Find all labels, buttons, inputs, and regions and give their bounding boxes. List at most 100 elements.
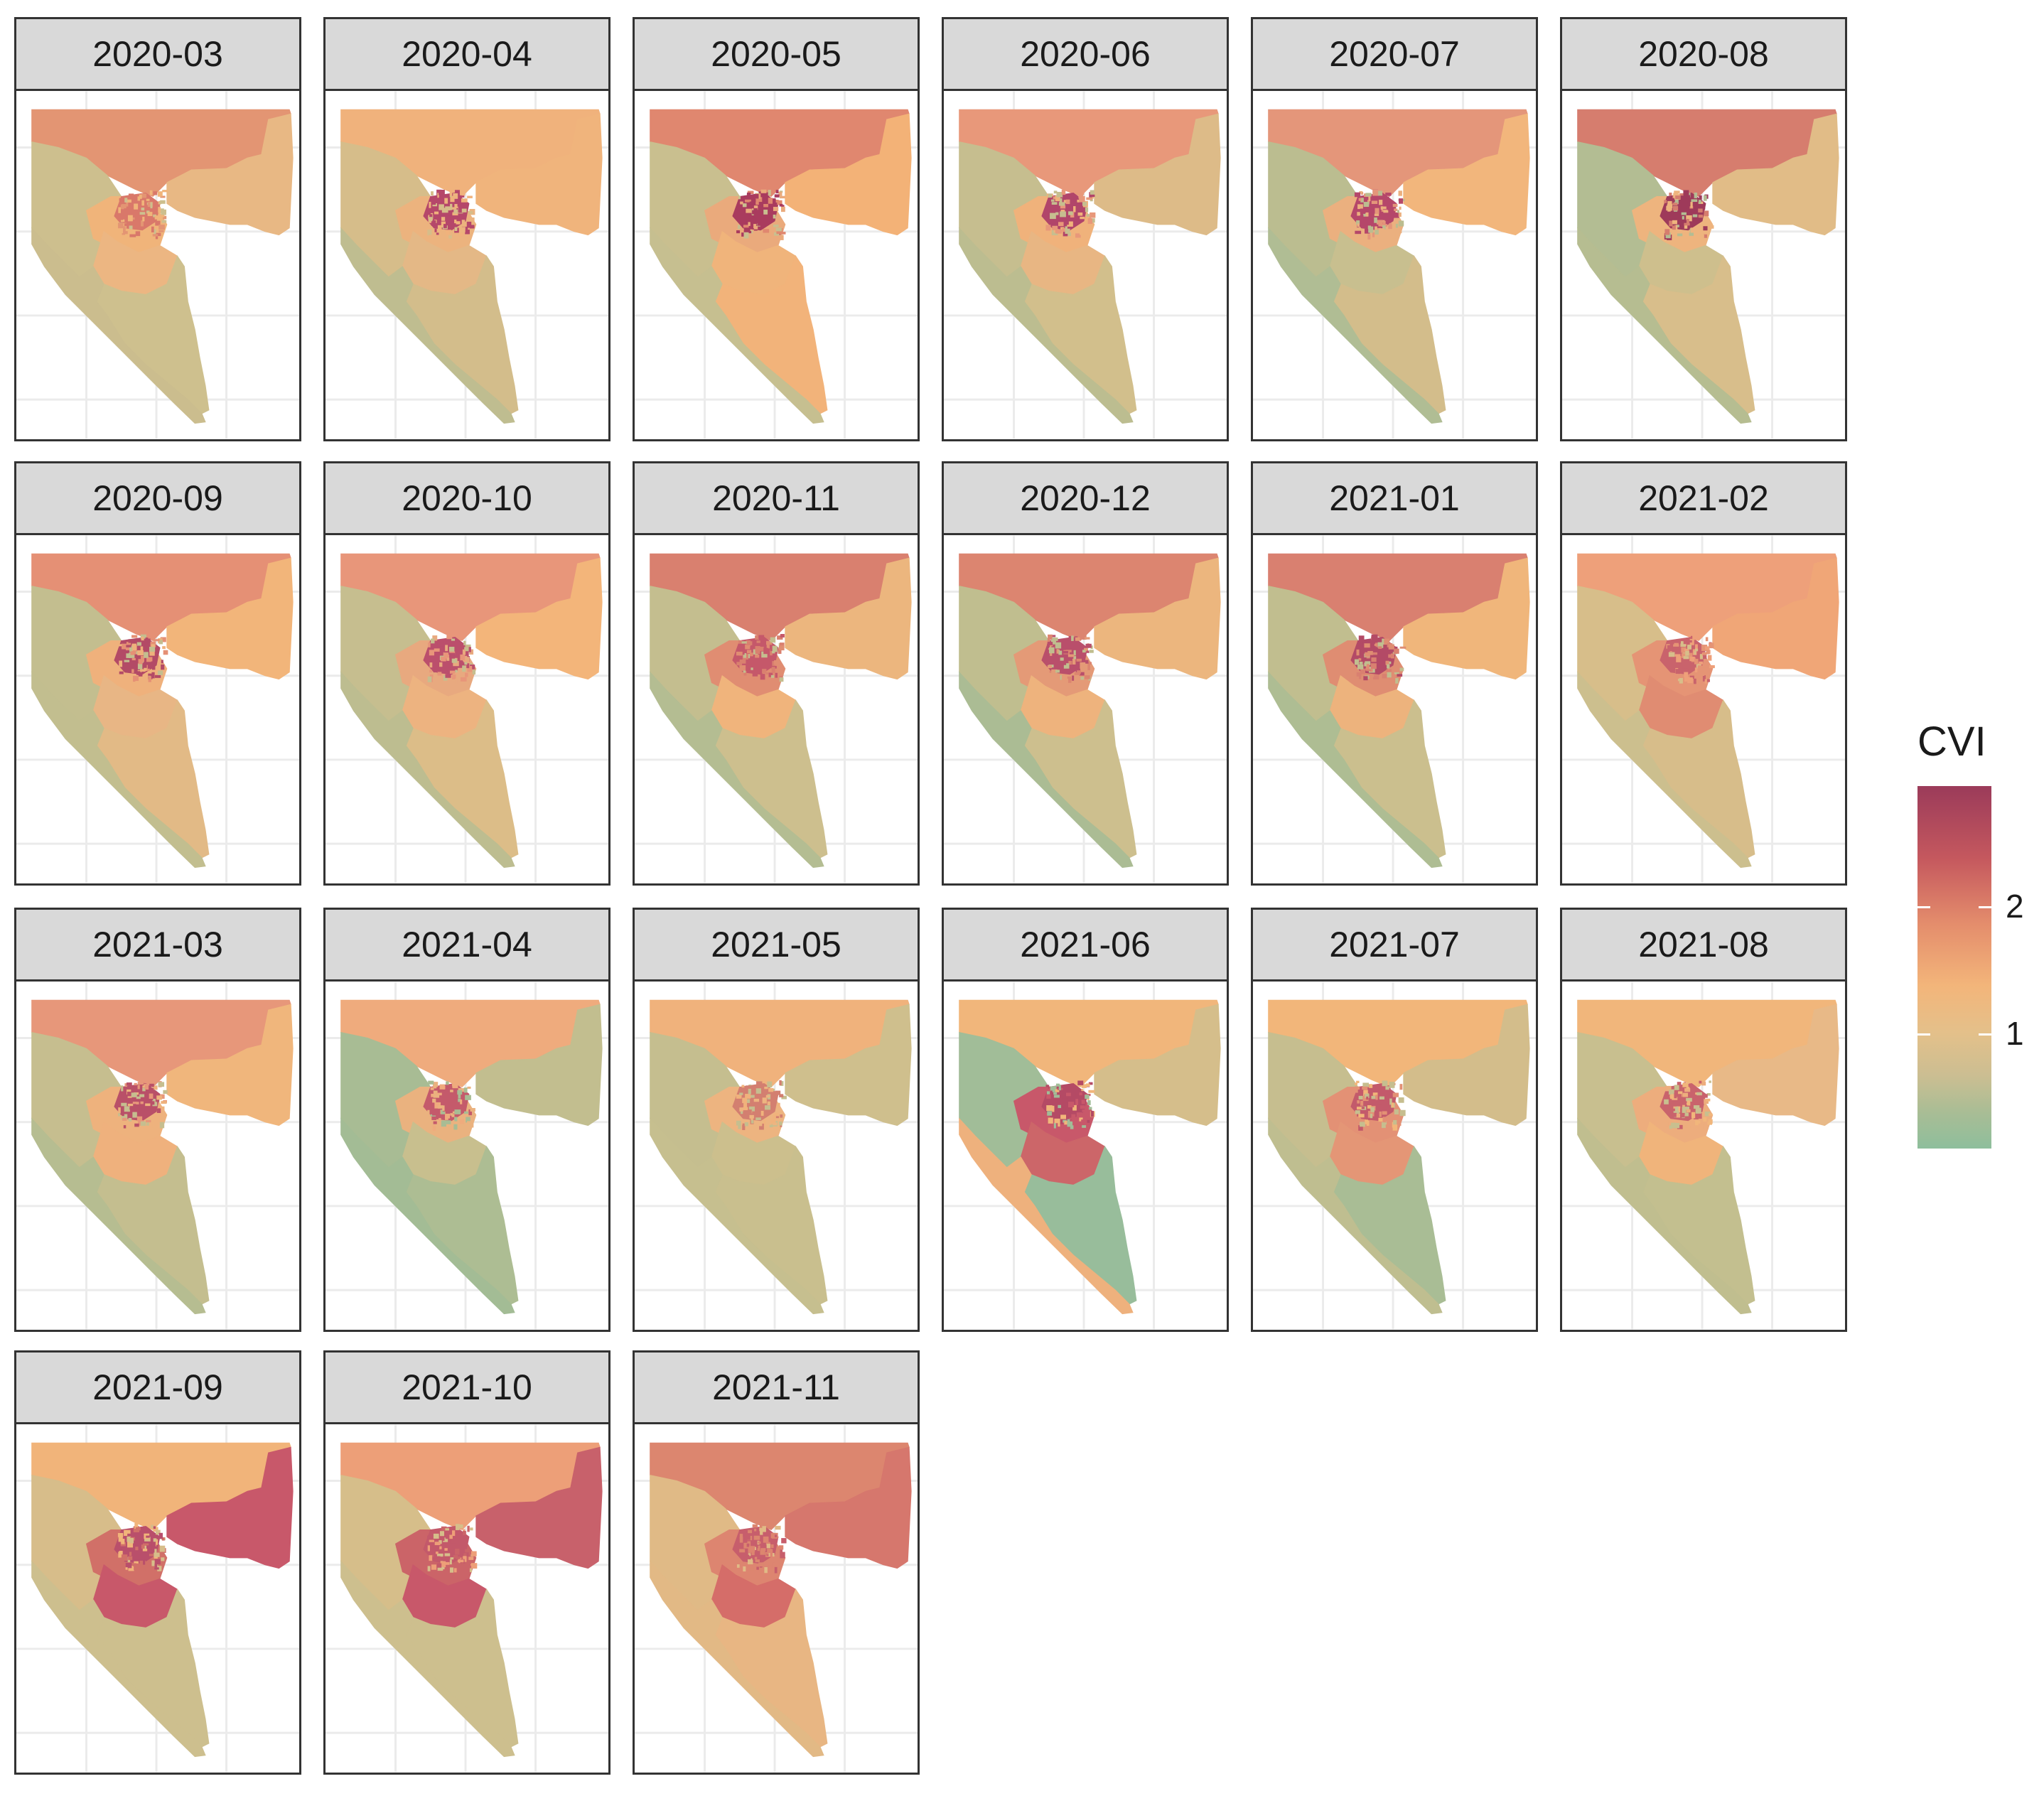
- facet-panel: 2020-07: [1251, 17, 1538, 441]
- census-tract: [136, 1102, 139, 1104]
- census-tract: [141, 636, 144, 641]
- census-tract: [1691, 199, 1698, 203]
- census-tract: [753, 193, 759, 199]
- census-tract: [451, 658, 458, 663]
- census-tract: [117, 674, 124, 677]
- region-south-west: [31, 227, 206, 424]
- census-tract: [781, 232, 786, 235]
- census-tract: [1085, 1095, 1090, 1099]
- census-tract: [1081, 1084, 1087, 1088]
- census-tract: [122, 1117, 127, 1121]
- census-tract: [1362, 1082, 1370, 1087]
- census-tract: [136, 1096, 141, 1099]
- census-tract: [1052, 637, 1058, 641]
- census-tract: [145, 638, 149, 642]
- census-tract: [458, 206, 464, 213]
- census-tract: [1677, 1082, 1682, 1085]
- census-tract: [454, 203, 458, 208]
- census-tract: [142, 1087, 146, 1092]
- census-tract: [1088, 1107, 1092, 1110]
- census-tract: [128, 639, 135, 643]
- census-tract: [760, 674, 765, 680]
- census-tract: [1674, 1107, 1679, 1113]
- census-tract: [117, 1113, 121, 1117]
- census-tract: [1055, 1089, 1060, 1092]
- census-tract: [777, 200, 782, 205]
- census-tract: [1090, 212, 1096, 218]
- census-tract: [450, 1113, 453, 1116]
- census-tract: [1058, 202, 1065, 206]
- census-tract: [429, 200, 436, 205]
- region-south-west: [31, 671, 206, 869]
- census-tract: [161, 215, 165, 217]
- census-tract: [738, 640, 743, 644]
- census-tract: [456, 640, 461, 645]
- census-tract: [432, 1098, 436, 1103]
- census-tract: [737, 657, 741, 660]
- census-tract: [445, 1528, 449, 1531]
- census-tract: [131, 635, 138, 638]
- census-tract: [1085, 637, 1090, 640]
- census-tract: [434, 1542, 441, 1546]
- census-tract: [437, 640, 443, 647]
- census-tract: [1062, 1095, 1069, 1099]
- census-tract: [1359, 674, 1362, 679]
- census-tract: [464, 662, 468, 665]
- census-tract: [450, 1090, 453, 1092]
- census-tract: [1385, 193, 1392, 196]
- census-tract: [1074, 672, 1080, 675]
- facet-panel: 2020-04: [323, 17, 610, 441]
- census-tract: [1046, 652, 1053, 658]
- census-tract: [467, 195, 473, 198]
- facet-strip-label: 2021-11: [633, 1350, 920, 1424]
- census-tract: [1394, 648, 1399, 654]
- census-tract: [1667, 229, 1673, 235]
- census-tract: [124, 1083, 127, 1087]
- census-tract: [134, 1566, 139, 1571]
- census-tract: [1045, 1085, 1050, 1087]
- census-tract: [1677, 1094, 1682, 1100]
- census-tract: [1359, 1107, 1365, 1109]
- census-tract: [436, 1092, 442, 1096]
- census-tract: [140, 646, 144, 652]
- census-tract: [1070, 648, 1074, 652]
- census-tract: [1050, 199, 1055, 202]
- census-tract: [1052, 225, 1058, 230]
- region-south-west: [650, 1560, 824, 1758]
- census-tract: [742, 203, 747, 208]
- census-tract: [758, 1545, 760, 1549]
- census-tract: [451, 674, 456, 679]
- census-tract: [1076, 1112, 1082, 1117]
- census-tract: [1664, 200, 1667, 203]
- census-tract: [1694, 659, 1699, 665]
- region-east: [785, 557, 912, 680]
- census-tract: [756, 1566, 759, 1570]
- census-tract: [458, 667, 463, 673]
- choropleth-map: [635, 91, 918, 439]
- census-tract: [1387, 672, 1392, 678]
- map-plot: [1251, 89, 1538, 441]
- census-tract: [125, 1562, 132, 1569]
- census-tract: [779, 1094, 784, 1097]
- census-tract: [1090, 645, 1093, 649]
- facet-panel: 2021-10: [323, 1350, 610, 1775]
- census-tract: [141, 208, 145, 211]
- census-tract: [451, 207, 457, 210]
- census-tract: [753, 208, 758, 213]
- legend-tick: [1917, 1033, 1930, 1036]
- map-plot: [1560, 533, 1847, 886]
- facet-strip-label: 2020-03: [14, 17, 301, 91]
- census-tract: [138, 659, 143, 665]
- census-tract: [449, 1567, 454, 1573]
- census-tract: [1088, 1090, 1095, 1093]
- census-tract: [767, 1081, 773, 1087]
- census-tract: [1672, 225, 1676, 230]
- census-tract: [763, 1119, 766, 1126]
- census-tract: [1699, 1080, 1702, 1084]
- census-tract: [441, 217, 446, 221]
- census-tract: [780, 633, 785, 638]
- census-tract: [771, 667, 775, 673]
- census-tract: [131, 657, 136, 661]
- census-tract: [1369, 1093, 1375, 1099]
- census-tract: [453, 1124, 458, 1130]
